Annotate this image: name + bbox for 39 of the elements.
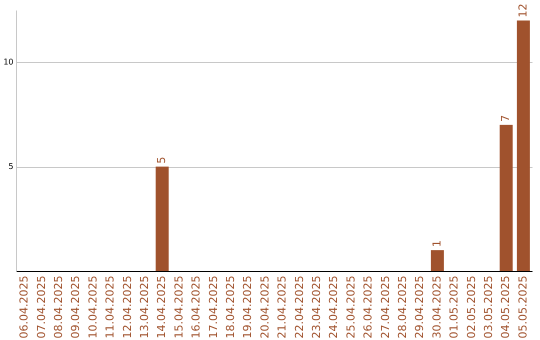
data-label: 12 — [516, 3, 530, 18]
x-tick-label: 04.05.2025 — [499, 276, 512, 338]
x-tick-label: 07.04.2025 — [34, 276, 48, 338]
x-tick-label: 20.04.2025 — [258, 276, 272, 338]
x-tick-label: 11.04.2025 — [104, 276, 117, 338]
x-tick-label: 10.04.2025 — [86, 276, 100, 338]
data-label: 1 — [430, 240, 444, 248]
y-tick-label: 10 — [3, 58, 14, 67]
data-label: 5 — [155, 156, 168, 164]
x-tick-label: 25.04.2025 — [344, 276, 358, 338]
x-tick-label: 14.04.2025 — [155, 276, 168, 338]
x-tick-label: 29.04.2025 — [413, 276, 426, 338]
x-tick-label: 18.04.2025 — [224, 276, 237, 338]
x-tick-label: 24.04.2025 — [327, 276, 340, 338]
x-tick-label: 05.05.2025 — [516, 276, 530, 338]
x-tick-label: 21.04.2025 — [276, 276, 289, 338]
bar — [156, 166, 169, 271]
data-label: 7 — [499, 114, 512, 122]
x-tick-label: 09.04.2025 — [69, 276, 82, 338]
x-tick-label: 28.04.2025 — [396, 276, 409, 338]
x-tick-label: 26.04.2025 — [362, 276, 375, 338]
x-tick-label: 16.04.2025 — [190, 276, 203, 338]
x-tick-label: 19.04.2025 — [241, 276, 254, 338]
x-tick-label: 23.04.2025 — [310, 276, 323, 338]
x-tick-label: 30.04.2025 — [430, 276, 444, 338]
x-tick-label: 27.04.2025 — [378, 276, 392, 338]
x-tick-label: 22.04.2025 — [292, 276, 306, 338]
x-tick-label: 13.04.2025 — [138, 276, 151, 338]
x-tick-label: 03.05.2025 — [482, 276, 495, 338]
bar — [430, 250, 444, 271]
bar — [516, 20, 530, 271]
x-tick-label: 02.05.2025 — [464, 276, 478, 338]
x-tick-label: 12.04.2025 — [120, 276, 134, 338]
x-tick-label: 17.04.2025 — [206, 276, 220, 338]
x-tick-label: 06.04.2025 — [18, 276, 31, 338]
bar — [500, 124, 513, 271]
x-tick-label: 08.04.2025 — [52, 276, 65, 338]
x-tick-label: 15.04.2025 — [172, 276, 186, 338]
x-tick-label: 01.05.2025 — [448, 276, 461, 338]
